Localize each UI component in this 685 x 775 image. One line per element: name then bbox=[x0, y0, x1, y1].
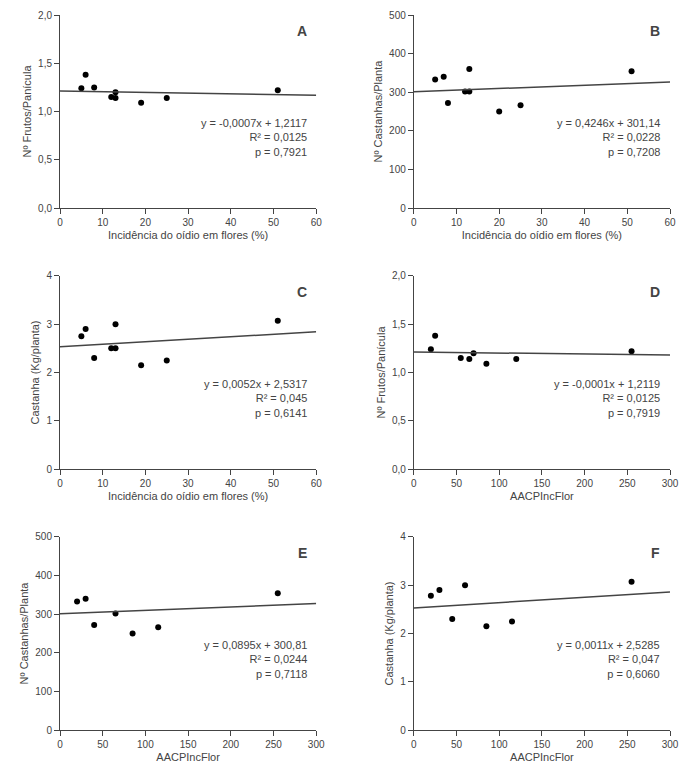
svg-text:20: 20 bbox=[140, 478, 152, 489]
svg-text:Incidência do oídio em flores: Incidência do oídio em flores (%) bbox=[108, 490, 268, 502]
svg-text:C: C bbox=[297, 284, 307, 300]
svg-text:AACPIncFlor: AACPIncFlor bbox=[510, 490, 574, 502]
svg-text:Incidência do oídio em flores: Incidência do oídio em flores (%) bbox=[108, 229, 268, 241]
svg-text:0: 0 bbox=[411, 217, 417, 228]
svg-text:10: 10 bbox=[97, 217, 109, 228]
svg-text:100: 100 bbox=[137, 739, 154, 750]
svg-text:Nº Frutos/Panícula: Nº Frutos/Panícula bbox=[375, 326, 387, 419]
svg-text:1: 1 bbox=[46, 415, 52, 426]
svg-text:250: 250 bbox=[619, 478, 636, 489]
svg-text:0,0: 0,0 bbox=[38, 203, 52, 214]
svg-text:50: 50 bbox=[97, 739, 109, 750]
svg-text:50: 50 bbox=[451, 739, 463, 750]
svg-text:0,0: 0,0 bbox=[392, 464, 406, 475]
svg-text:50: 50 bbox=[622, 217, 634, 228]
svg-text:Incidência do oídio em flores: Incidência do oídio em flores (%) bbox=[462, 229, 622, 241]
svg-text:250: 250 bbox=[265, 739, 282, 750]
svg-text:400: 400 bbox=[389, 48, 406, 59]
svg-text:500: 500 bbox=[35, 531, 52, 542]
svg-text:0: 0 bbox=[411, 478, 417, 489]
svg-text:200: 200 bbox=[389, 125, 406, 136]
svg-text:0: 0 bbox=[400, 725, 406, 736]
svg-text:200: 200 bbox=[35, 647, 52, 658]
svg-text:Nº Frutos/Panícula: Nº Frutos/Panícula bbox=[21, 65, 33, 158]
svg-text:300: 300 bbox=[389, 87, 406, 98]
svg-text:B: B bbox=[650, 23, 660, 39]
svg-text:Castanha (Kg/planta): Castanha (Kg/planta) bbox=[383, 581, 395, 685]
svg-text:Castanha (Kg/planta): Castanha (Kg/planta) bbox=[29, 321, 41, 425]
svg-text:0: 0 bbox=[411, 739, 417, 750]
svg-text:y = 0,0011x + 2,5285R² = 0,047: y = 0,0011x + 2,5285R² = 0,047p = 0,6060 bbox=[557, 639, 660, 680]
svg-text:60: 60 bbox=[311, 217, 323, 228]
svg-text:40: 40 bbox=[579, 217, 591, 228]
svg-text:0: 0 bbox=[46, 725, 52, 736]
svg-text:D: D bbox=[650, 284, 660, 300]
svg-text:30: 30 bbox=[183, 478, 195, 489]
svg-text:2: 2 bbox=[46, 367, 52, 378]
svg-text:F: F bbox=[651, 545, 660, 561]
svg-text:250: 250 bbox=[619, 739, 636, 750]
svg-text:Nº Castanhas/Planta: Nº Castanhas/Planta bbox=[372, 60, 384, 163]
svg-text:y = 0,4246x + 301,14R² = 0,022: y = 0,4246x + 301,14R² = 0,0228p = 0,720… bbox=[557, 117, 660, 158]
svg-text:3: 3 bbox=[46, 319, 52, 330]
svg-text:150: 150 bbox=[180, 739, 197, 750]
svg-text:100: 100 bbox=[35, 686, 52, 697]
svg-text:0,5: 0,5 bbox=[392, 415, 406, 426]
svg-text:0: 0 bbox=[46, 464, 52, 475]
svg-text:3: 3 bbox=[400, 580, 406, 591]
svg-text:300: 300 bbox=[662, 478, 679, 489]
svg-text:300: 300 bbox=[662, 739, 679, 750]
svg-text:4: 4 bbox=[400, 531, 406, 542]
svg-text:y = -0,0001x + 1,2119R² = 0,01: y = -0,0001x + 1,2119R² = 0,0125p = 0,79… bbox=[554, 378, 660, 419]
svg-text:500: 500 bbox=[389, 10, 406, 21]
svg-text:20: 20 bbox=[140, 217, 152, 228]
svg-text:10: 10 bbox=[97, 478, 109, 489]
svg-text:150: 150 bbox=[534, 739, 551, 750]
svg-text:300: 300 bbox=[35, 609, 52, 620]
svg-text:30: 30 bbox=[183, 217, 195, 228]
svg-text:y = -0,0007x + 1,2117R² = 0,01: y = -0,0007x + 1,2117R² = 0,0125p = 0,79… bbox=[201, 117, 307, 158]
svg-text:60: 60 bbox=[664, 217, 676, 228]
svg-text:E: E bbox=[298, 545, 307, 561]
svg-text:200: 200 bbox=[576, 478, 593, 489]
svg-text:40: 40 bbox=[225, 217, 237, 228]
svg-text:2: 2 bbox=[400, 628, 406, 639]
svg-text:50: 50 bbox=[451, 478, 463, 489]
svg-text:30: 30 bbox=[536, 217, 548, 228]
svg-text:200: 200 bbox=[576, 739, 593, 750]
svg-text:300: 300 bbox=[308, 739, 325, 750]
svg-text:AACPIncFlor: AACPIncFlor bbox=[156, 751, 220, 763]
svg-text:y = 0,0895x + 300,81R² = 0,024: y = 0,0895x + 300,81R² = 0,0244p = 0,711… bbox=[204, 639, 307, 680]
svg-text:50: 50 bbox=[268, 478, 280, 489]
svg-text:1,5: 1,5 bbox=[38, 58, 52, 69]
svg-text:4: 4 bbox=[46, 270, 52, 281]
svg-text:Nº Castanhas/Planta: Nº Castanhas/Planta bbox=[18, 582, 30, 685]
svg-text:150: 150 bbox=[534, 478, 551, 489]
svg-text:400: 400 bbox=[35, 570, 52, 581]
svg-text:20: 20 bbox=[494, 217, 506, 228]
svg-text:AACPIncFlor: AACPIncFlor bbox=[510, 751, 574, 763]
svg-text:10: 10 bbox=[451, 217, 463, 228]
svg-text:1,0: 1,0 bbox=[392, 367, 406, 378]
svg-text:100: 100 bbox=[491, 739, 508, 750]
svg-text:100: 100 bbox=[389, 164, 406, 175]
svg-text:100: 100 bbox=[491, 478, 508, 489]
svg-text:200: 200 bbox=[222, 739, 239, 750]
svg-text:0: 0 bbox=[57, 739, 63, 750]
svg-text:50: 50 bbox=[268, 217, 280, 228]
svg-text:0,5: 0,5 bbox=[38, 154, 52, 165]
svg-text:0: 0 bbox=[57, 217, 63, 228]
svg-text:1,5: 1,5 bbox=[392, 319, 406, 330]
svg-text:y = 0,0052x + 2,5317R² = 0,045: y = 0,0052x + 2,5317R² = 0,045p = 0,6141 bbox=[204, 378, 307, 419]
svg-text:1: 1 bbox=[400, 676, 406, 687]
svg-text:0: 0 bbox=[57, 478, 63, 489]
svg-text:2,0: 2,0 bbox=[38, 10, 52, 21]
svg-text:0: 0 bbox=[400, 203, 406, 214]
svg-text:A: A bbox=[297, 23, 307, 39]
svg-text:40: 40 bbox=[225, 478, 237, 489]
svg-text:1,0: 1,0 bbox=[38, 106, 52, 117]
svg-text:60: 60 bbox=[311, 478, 323, 489]
svg-text:2,0: 2,0 bbox=[392, 270, 406, 281]
